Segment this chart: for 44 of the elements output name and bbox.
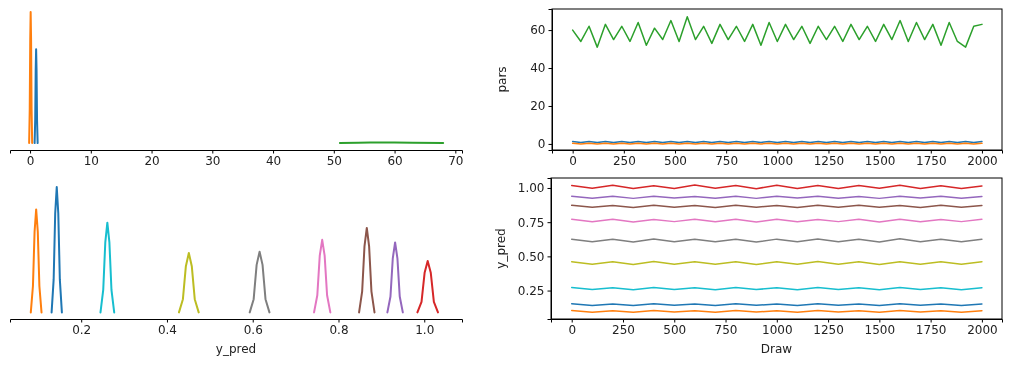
x-tick-label: 1750	[916, 154, 947, 169]
y-tick-label: 0	[537, 137, 546, 152]
x-tick-label: 10	[83, 154, 99, 169]
x-tick-label: 500	[664, 154, 687, 169]
y-tick-label: 1.00	[517, 181, 545, 196]
x-tick-label: 30	[205, 154, 221, 169]
x-tick-label: 250	[612, 323, 635, 338]
x-tick-label: 0.8	[329, 323, 349, 338]
x-tick-label: 1.0	[415, 323, 435, 338]
x-tick-label: 500	[663, 323, 687, 338]
x-tick-label: 1250	[813, 323, 844, 338]
y-axis-title: pars	[495, 66, 509, 93]
x-tick-label: 0	[568, 323, 577, 338]
x-tick-label: 60	[387, 154, 403, 169]
x-tick-label: 0	[26, 154, 35, 169]
y-axis-title: y_pred	[494, 228, 508, 269]
y-tick-label: 40	[530, 61, 546, 76]
x-tick-label: 1750	[915, 323, 947, 338]
x-tick-label: 750	[715, 154, 739, 169]
y-tick-label: 60	[530, 23, 546, 38]
x-tick-label: 40	[265, 154, 282, 169]
x-tick-label: 1000	[762, 154, 794, 169]
y-tick-label: 0.25	[517, 283, 545, 298]
x-tick-label: 70	[448, 154, 464, 169]
x-axis-title: y_pred	[215, 342, 257, 356]
x-tick-label: 1500	[864, 323, 896, 338]
y-tick-label: 20	[530, 99, 546, 114]
y-tick-label: 0.75	[517, 215, 545, 230]
x-tick-label: 1000	[762, 323, 793, 338]
x-tick-label: 750	[714, 323, 738, 338]
x-tick-label: 0.2	[72, 323, 92, 338]
x-tick-label: 250	[612, 154, 636, 169]
x-tick-label: 50	[326, 154, 342, 169]
x-tick-label: 0.4	[157, 323, 177, 338]
x-tick-label: 1500	[864, 154, 896, 169]
x-tick-label: 0	[569, 154, 577, 169]
x-tick-label: 20	[144, 154, 160, 169]
x-tick-label: 1250	[813, 154, 845, 169]
x-tick-label: 2000	[967, 323, 998, 338]
line-series	[571, 16, 983, 48]
x-axis-title: Draw	[760, 342, 793, 356]
y-tick-label: 0.50	[517, 249, 545, 264]
x-tick-label: 2000	[967, 154, 998, 169]
x-tick-label: 0.6	[243, 323, 263, 338]
